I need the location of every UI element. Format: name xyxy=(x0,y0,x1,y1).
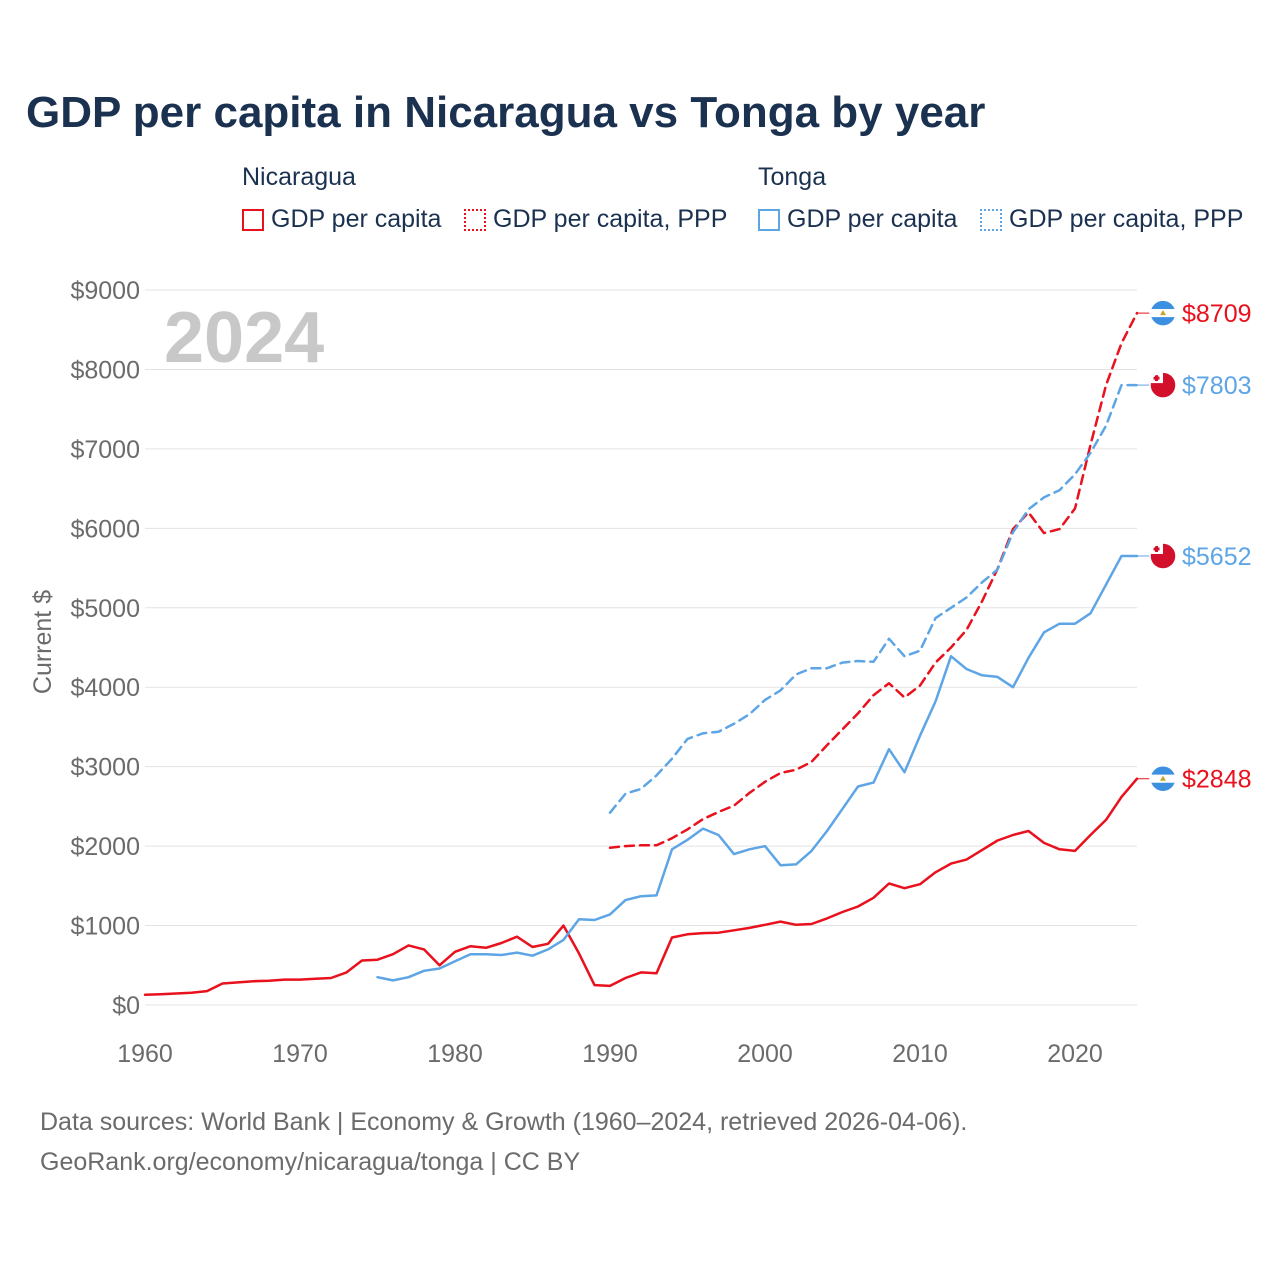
series-line xyxy=(376,554,1139,982)
x-tick-label: 1980 xyxy=(427,1040,483,1068)
legend-item-tonga-gdp[interactable]: GDP per capita xyxy=(758,205,957,234)
y-tick-label: $0 xyxy=(112,992,140,1020)
year-watermark: 2024 xyxy=(164,298,324,378)
series-line xyxy=(608,311,1139,849)
axes: $0 $1000 $2000 $3000 $4000 $5000 $6000 $7000 $80… xyxy=(70,277,1102,1068)
y-tick-label: $2000 xyxy=(70,833,140,861)
y-axis-title: Current $ xyxy=(29,590,57,694)
y-tick-label: $9000 xyxy=(70,277,140,305)
legend-item-nicaragua-gdp-ppp[interactable]: GDP per capita, PPP xyxy=(464,205,727,234)
end-value-label: $8709 xyxy=(1182,300,1252,328)
legend-group-nicaragua: Nicaragua xyxy=(242,163,356,191)
tonga-flag-icon xyxy=(1149,371,1177,399)
legend-label: GDP per capita, PPP xyxy=(493,205,728,233)
x-tick-label: 1960 xyxy=(117,1040,173,1068)
x-tick-label: 2000 xyxy=(737,1040,793,1068)
x-tick-label: 2020 xyxy=(1047,1040,1103,1068)
y-tick-label: $3000 xyxy=(70,754,140,782)
legend-item-nicaragua-gdp[interactable]: GDP per capita xyxy=(242,205,441,234)
nicaragua-flag-icon xyxy=(1149,764,1177,793)
legend-swatch-solid-icon xyxy=(758,208,780,231)
legend-swatch-dotted-icon xyxy=(980,208,1002,231)
series-line xyxy=(608,383,1139,814)
legend-item-tonga-gdp-ppp[interactable]: GDP per capita, PPP xyxy=(980,205,1243,234)
end-labels: $2848 $8709 $5652 $7803 xyxy=(1137,299,1252,794)
legend-group-tonga: Tonga xyxy=(758,163,827,191)
end-value-label: $5652 xyxy=(1182,543,1252,571)
x-tick-label: 1990 xyxy=(582,1040,638,1068)
legend-label: GDP per capita xyxy=(787,205,958,233)
end-value-label: $7803 xyxy=(1182,372,1252,400)
nicaragua-flag-icon xyxy=(1149,299,1177,327)
legend-swatch-dotted-icon xyxy=(464,208,486,231)
legend-label: GDP per capita xyxy=(271,205,442,233)
chart-title: GDP per capita in Nicaragua vs Tonga by … xyxy=(26,88,986,137)
legend-swatch-solid-icon xyxy=(242,208,264,231)
end-value-label: $2848 xyxy=(1182,766,1252,794)
y-tick-label: $1000 xyxy=(70,913,140,941)
legend-label: GDP per capita, PPP xyxy=(1009,205,1244,233)
x-tick-label: 2010 xyxy=(892,1040,948,1068)
footer-attribution[interactable]: GeoRank.org/economy/nicaragua/tonga | CC… xyxy=(40,1148,581,1176)
footer-sources: Data sources: World Bank | Economy & Gro… xyxy=(40,1108,968,1136)
series xyxy=(143,311,1139,997)
x-tick-label: 1970 xyxy=(272,1040,328,1068)
gridlines xyxy=(145,289,1137,1006)
y-tick-label: $5000 xyxy=(70,595,140,623)
y-tick-label: $7000 xyxy=(70,436,140,464)
series-line xyxy=(143,777,1139,997)
tonga-flag-icon xyxy=(1149,542,1177,570)
y-tick-label: $6000 xyxy=(70,515,140,543)
y-tick-label: $8000 xyxy=(70,356,140,384)
y-tick-label: $4000 xyxy=(70,674,140,702)
